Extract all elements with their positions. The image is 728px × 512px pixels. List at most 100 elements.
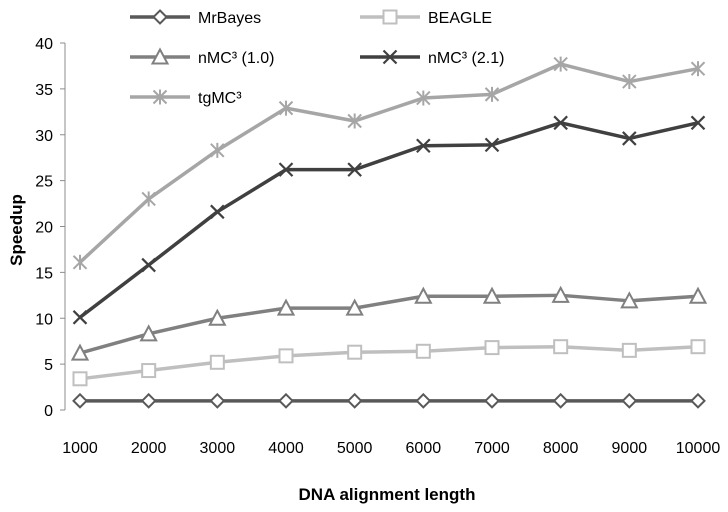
data-point [278,100,294,116]
data-point [141,191,156,207]
data-point [690,61,706,77]
data-point [72,371,88,387]
data-point [415,343,431,359]
data-point [551,285,570,303]
series-line [78,121,699,319]
legend-marker [150,47,170,65]
series-4 [72,56,706,270]
series-2 [70,285,708,361]
data-point [553,56,568,72]
x-tick-label: 8000 [543,440,579,457]
data-point [552,392,569,409]
x-tick-label: 6000 [406,440,442,457]
data-point [416,90,431,106]
series-layer [70,56,708,409]
series-line [78,62,699,264]
data-point [210,142,225,158]
legend-item: BEAGLE [360,9,492,27]
data-point [690,115,706,131]
data-point [70,343,90,361]
data-point [347,113,362,129]
data-point [345,298,364,316]
data-point [72,310,88,325]
y-tick-label: 15 [35,265,53,282]
data-point [210,204,225,220]
y-tick-label: 25 [35,174,53,191]
data-point [140,392,157,409]
data-point [415,392,432,409]
data-point [278,162,294,177]
data-point [622,131,637,146]
y-tick-label: 10 [35,311,53,328]
data-point [484,86,500,102]
legend: MrBayes BEAGLE nMC³ (1.0) nMC³ (2.1) tgMC³ [130,9,504,107]
data-point [72,392,88,409]
legend-item: MrBayes [130,9,261,27]
data-point [278,392,294,409]
data-point [347,344,363,360]
x-tick-label: 10000 [676,440,721,457]
data-point [347,162,362,177]
data-point [414,286,433,304]
series-1 [72,339,706,387]
y-tick-label: 30 [35,128,53,145]
x-tick-label: 2000 [131,440,167,457]
legend-label: nMC³ (1.0) [198,50,274,67]
legend-marker [382,49,398,65]
x-tick-label: 9000 [612,440,648,457]
legend-label: tgMC³ [198,90,242,107]
y-tick-label: 35 [35,82,53,99]
data-point [690,392,706,409]
legend-item: nMC³ (1.0) [130,47,274,67]
x-tick-label: 7000 [474,440,510,457]
data-point [346,392,363,409]
data-point [278,348,294,364]
legend-item: nMC³ (2.1) [360,49,504,67]
legend-marker [382,9,398,25]
data-point [553,115,568,131]
data-point [622,74,637,90]
data-point [209,392,226,409]
data-point [484,137,500,153]
y-tick-label: 40 [35,36,53,53]
data-point [620,291,639,309]
data-point [553,339,569,355]
data-point [484,392,500,409]
x-axis-title: DNA alignment length [299,485,476,504]
legend-item: tgMC³ [130,89,242,107]
legend-marker [152,89,168,105]
data-point [139,324,158,342]
data-point [416,138,431,154]
data-point [484,340,500,356]
data-point [621,342,637,358]
series-line [79,344,699,381]
data-point [141,363,157,379]
legend-label: BEAGLE [428,10,492,27]
x-tick-label: 3000 [200,440,236,457]
data-point [208,308,227,326]
y-axis-title: Speedup [7,194,26,266]
legend-label: nMC³ (2.1) [428,50,504,67]
x-tick-label: 4000 [268,440,304,457]
y-tick-label: 0 [44,403,53,420]
data-point [72,254,88,270]
series-0 [72,392,706,409]
y-tick-label: 20 [35,220,53,237]
series-line [79,293,699,355]
legend-label: MrBayes [198,10,261,27]
data-point [141,257,156,273]
data-point [621,392,638,409]
data-point [690,339,706,355]
y-axis: 0 5 10 15 20 25 30 35 40 [35,36,66,420]
data-point [209,354,225,370]
x-tick-label: 5000 [337,440,373,457]
legend-marker [152,9,168,25]
series-3 [72,115,706,325]
data-point [482,286,502,304]
data-point [688,286,708,304]
x-axis: 1000 2000 3000 4000 5000 6000 7000 8000 9000 1000… [62,440,720,457]
y-tick-label: 5 [44,357,53,374]
data-point [276,298,296,316]
x-tick-label: 1000 [62,440,98,457]
